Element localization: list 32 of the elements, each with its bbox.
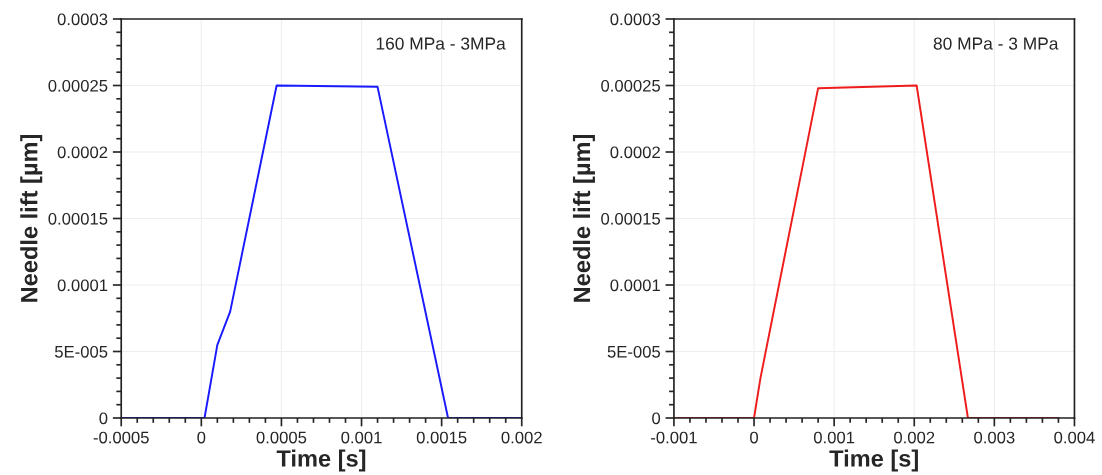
y-tick-label: 0.0002 <box>610 146 660 159</box>
y-tick-label: 5E-005 <box>607 345 661 358</box>
y-tick-label: 0.0001 <box>57 279 108 292</box>
x-tick-label: 0.004 <box>1054 431 1095 444</box>
annotation: 80 MPa - 3 MPa <box>933 37 1059 50</box>
x-tick-label: -0.001 <box>651 431 697 444</box>
y-tick-label: 0 <box>652 412 661 425</box>
x-tick-label: 0.0015 <box>416 431 467 444</box>
annotation: 160 MPa - 3MPa <box>376 37 506 50</box>
y-tick-label: 0.0001 <box>610 279 660 292</box>
x-tick-label: 0.0005 <box>256 431 307 444</box>
x-tick-label: -0.0005 <box>93 431 149 444</box>
x-axis-title: Time [s] <box>829 449 918 472</box>
y-tick-label: 0.0003 <box>57 13 108 26</box>
y-tick-label: 0.00025 <box>601 79 661 92</box>
y-tick-label: 0.0002 <box>57 146 108 159</box>
x-tick-label: 0 <box>197 431 206 444</box>
x-tick-label: 0.001 <box>341 431 382 444</box>
x-tick-label: 0.002 <box>894 431 935 444</box>
y-tick-label: 0.00025 <box>48 79 108 92</box>
y-tick-label: 0 <box>99 412 108 425</box>
x-tick-label: 0.002 <box>501 431 542 444</box>
y-tick-label: 5E-005 <box>54 345 108 358</box>
x-tick-label: 0.003 <box>974 431 1015 444</box>
x-axis-title: Time [s] <box>276 449 366 472</box>
y-tick-label: 0.0003 <box>610 13 661 26</box>
y-tick-label: 0.00015 <box>601 212 661 225</box>
x-tick-label: 0 <box>750 431 759 444</box>
y-axis-title: Needle lift [µm] <box>572 134 595 302</box>
y-axis-title: Needle lift [µm] <box>20 134 43 302</box>
y-tick-label: 0.00015 <box>48 212 108 225</box>
x-tick-label: 0.001 <box>813 431 855 444</box>
